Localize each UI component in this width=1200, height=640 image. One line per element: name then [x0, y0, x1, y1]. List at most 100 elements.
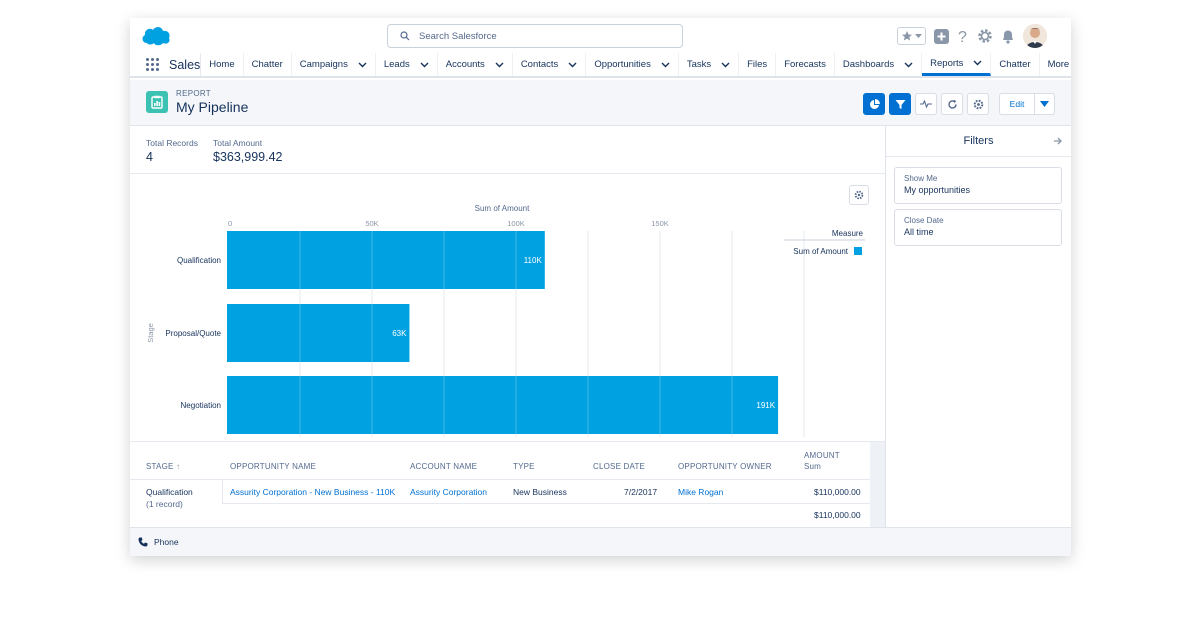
global-search-input[interactable]: Search Salesforce	[387, 24, 683, 48]
header-icons: ?	[897, 24, 1047, 48]
filter-close-date[interactable]: Close Date All time	[894, 209, 1062, 246]
x-tick-label: 100K	[507, 219, 525, 228]
opportunity-type: New Business	[513, 487, 567, 497]
chevron-down-icon[interactable]	[973, 60, 982, 66]
column-header-account-name[interactable]: ACCOUNT NAME	[410, 462, 478, 471]
chart-settings-button[interactable]	[849, 185, 869, 205]
chevron-down-icon[interactable]	[420, 62, 429, 68]
category-label: Negotiation	[181, 401, 221, 410]
nav-tab-leads[interactable]: Leads	[376, 53, 438, 76]
report-type-label: REPORT	[176, 89, 211, 98]
bar[interactable]	[227, 231, 545, 289]
chart-toggle-button[interactable]	[863, 93, 885, 115]
nav-tab-chatter[interactable]: Chatter	[244, 53, 292, 76]
total-records-value: 4	[146, 150, 153, 164]
legend-title: Measure	[832, 229, 864, 238]
total-amount-value: $363,999.42	[213, 150, 283, 164]
category-label: Qualification	[177, 256, 221, 265]
help-icon[interactable]: ?	[957, 28, 969, 44]
nav-tab-accounts[interactable]: Accounts	[438, 53, 513, 76]
nav-tab-forecasts[interactable]: Forecasts	[776, 53, 835, 76]
nav-tab-opportunities[interactable]: Opportunities	[586, 53, 679, 76]
subtotal-amount: $110,000.00	[814, 510, 861, 520]
nav-tab-chatter-2[interactable]: Chatter	[991, 53, 1040, 76]
filter-show-me[interactable]: Show Me My opportunities	[894, 167, 1062, 204]
report-page-header: REPORT My Pipeline Edit	[130, 80, 1071, 126]
filters-panel: Filters Show Me My opportunities Close D…	[885, 126, 1071, 527]
row-bottom-rule	[222, 503, 870, 504]
report-chart: Sum of Amount 0 50K 100K 150K 110K 63K 191K Q…	[130, 175, 885, 441]
column-header-type[interactable]: TYPE	[513, 462, 535, 471]
chevron-down-icon[interactable]	[661, 62, 670, 68]
gear-icon[interactable]	[977, 28, 993, 44]
nav-more-menu[interactable]: More	[1040, 53, 1071, 76]
header-shade	[870, 442, 885, 528]
column-header-close-date[interactable]: CLOSE DATE	[593, 462, 646, 471]
total-records: Total Records 4	[146, 138, 198, 164]
column-header-amount[interactable]: AMOUNT	[804, 451, 840, 460]
sort-ascending-icon: ↑	[175, 462, 181, 471]
header-bottom-rule	[130, 479, 870, 480]
x-tick-label: 0	[228, 219, 232, 228]
nav-tab-dashboards[interactable]: Dashboards	[835, 53, 923, 76]
x-tick-label: 50K	[365, 219, 378, 228]
user-avatar[interactable]	[1023, 24, 1047, 48]
nav-tab-contacts[interactable]: Contacts	[513, 53, 587, 76]
favorites-button[interactable]	[897, 27, 926, 45]
nav-tab-reports[interactable]: Reports	[922, 53, 992, 76]
star-icon	[902, 31, 912, 41]
chevron-down-icon[interactable]	[721, 62, 730, 68]
opportunity-owner-link[interactable]: Mike Rogan	[678, 487, 724, 497]
bar[interactable]	[227, 376, 779, 434]
bar[interactable]	[227, 304, 410, 362]
global-add-icon[interactable]	[934, 28, 949, 44]
report-table: STAGE ↑ OPPORTUNITY NAME ACCOUNT NAME TY…	[130, 441, 885, 528]
chevron-down-icon[interactable]	[904, 62, 913, 68]
more-actions-button[interactable]	[1035, 93, 1055, 115]
opportunity-name-link[interactable]: Assurity Corporation - New Business - 11…	[230, 487, 396, 497]
nav-tab-tasks[interactable]: Tasks	[679, 53, 740, 76]
filters-header: Filters	[886, 126, 1071, 157]
nav-tab-files[interactable]: Files	[739, 53, 777, 76]
row-left-rule	[222, 479, 223, 503]
filters-title: Filters	[963, 135, 994, 147]
pulse-icon	[920, 99, 932, 109]
gear-icon	[854, 190, 864, 200]
chevron-down-icon[interactable]	[358, 62, 367, 68]
phone-utility-item[interactable]: Phone	[138, 537, 179, 547]
salesforce-logo[interactable]	[140, 24, 172, 51]
app-launcher[interactable]: Sales	[130, 53, 202, 76]
filter-value: My opportunities	[904, 185, 971, 195]
utility-bar: Phone	[130, 527, 1071, 556]
column-header-amount-sum: Sum	[804, 462, 822, 471]
chevron-down-icon[interactable]	[568, 62, 577, 68]
chart-title: Sum of Amount	[475, 204, 530, 213]
phone-icon	[138, 537, 148, 547]
edit-button[interactable]: Edit	[999, 93, 1035, 115]
bar-data-label: 110K	[524, 256, 543, 265]
page-title: My Pipeline	[176, 99, 249, 115]
activity-button[interactable]	[915, 93, 937, 115]
account-name-link[interactable]: Assurity Corporation	[410, 487, 488, 497]
app-launcher-grid-icon	[146, 58, 159, 71]
x-tick-label: 150K	[651, 219, 669, 228]
caret-down-icon	[1040, 101, 1049, 107]
settings-button[interactable]	[967, 93, 989, 115]
nav-tab-campaigns[interactable]: Campaigns	[292, 53, 376, 76]
column-header-opportunity-name[interactable]: OPPORTUNITY NAME	[230, 462, 317, 471]
column-header-opportunity-owner[interactable]: OPPORTUNITY OWNER	[678, 462, 772, 471]
total-amount-label: Total Amount	[213, 138, 263, 148]
nav-tab-home[interactable]: Home	[201, 53, 244, 76]
filter-value: All time	[904, 227, 934, 237]
y-axis-label: Stage	[146, 323, 155, 343]
gear-icon	[973, 99, 983, 109]
refresh-button[interactable]	[941, 93, 963, 115]
search-placeholder: Search Salesforce	[419, 30, 497, 42]
phone-label: Phone	[154, 537, 179, 547]
chevron-down-icon[interactable]	[495, 62, 504, 68]
filter-toggle-button[interactable]	[889, 93, 911, 115]
close-date: 7/2/2017	[624, 487, 658, 497]
column-header-stage[interactable]: STAGE ↑	[146, 462, 181, 471]
notifications-bell-icon[interactable]	[1001, 29, 1015, 44]
arrow-right-icon[interactable]	[1053, 136, 1063, 146]
